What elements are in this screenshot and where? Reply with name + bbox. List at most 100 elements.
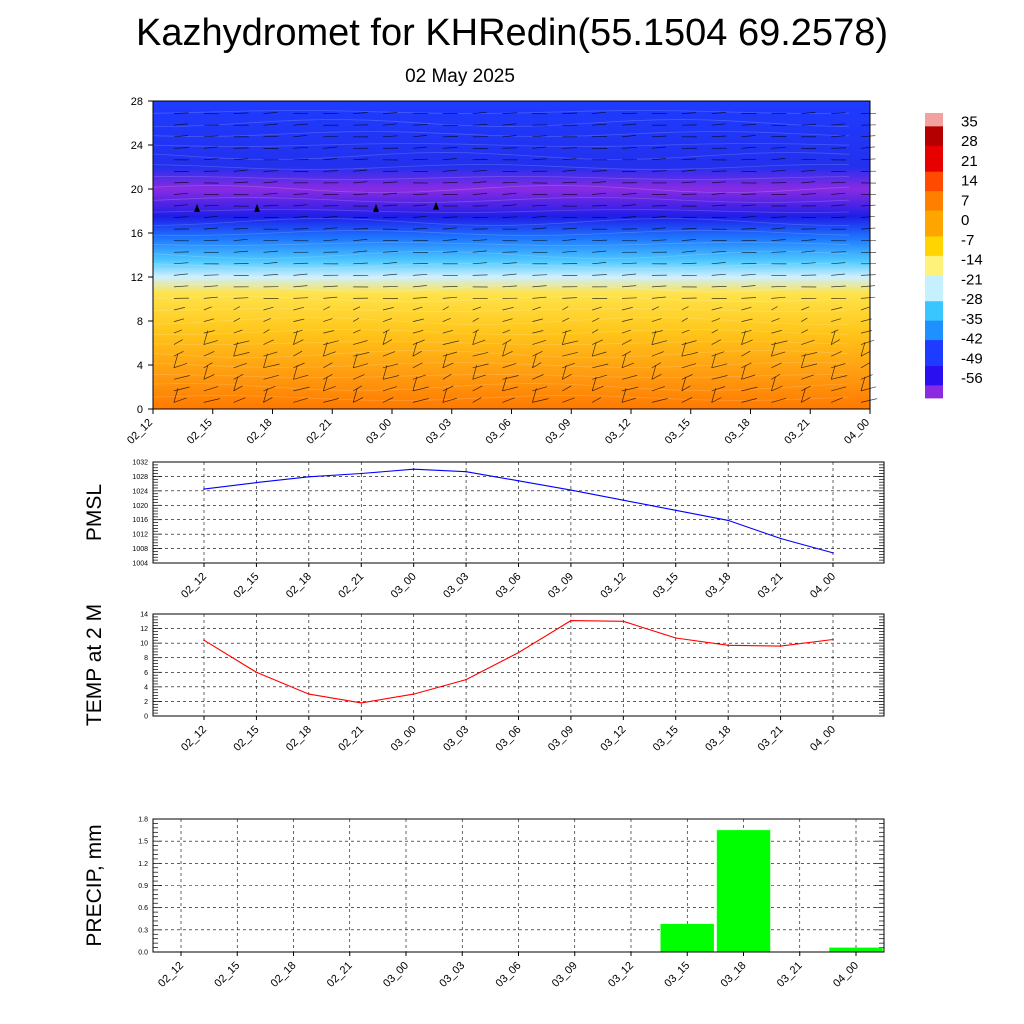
wind-barb bbox=[771, 239, 786, 242]
wind-barb bbox=[502, 204, 517, 207]
wind-barb bbox=[532, 239, 548, 242]
wind-barb bbox=[293, 318, 305, 322]
wind-barb-staff bbox=[860, 376, 866, 391]
wind-barb bbox=[801, 239, 816, 242]
colorbar-label: 14 bbox=[961, 173, 978, 190]
x-tick-label: 02_18 bbox=[269, 960, 299, 990]
x-tick-label: 02_21 bbox=[325, 960, 355, 990]
wind-barb bbox=[592, 123, 607, 126]
wind-barb bbox=[203, 398, 220, 403]
wind-barb bbox=[323, 362, 333, 369]
wind-barb bbox=[502, 386, 518, 392]
wind-barb bbox=[771, 362, 782, 369]
wind-barb-staff bbox=[830, 330, 836, 345]
x-tick-label: 03_03 bbox=[424, 417, 454, 447]
colorbar-swatch bbox=[925, 151, 943, 159]
x-tick-label: 02_18 bbox=[284, 724, 314, 754]
wind-barb-staff bbox=[233, 342, 239, 357]
wind-barb bbox=[233, 158, 248, 161]
wind-barb bbox=[651, 340, 668, 345]
colorbar-label: -14 bbox=[961, 252, 983, 269]
wind-barb bbox=[442, 317, 451, 322]
wind-barb bbox=[382, 123, 398, 126]
y-tick-label: 4 bbox=[137, 360, 143, 372]
wind-barb bbox=[323, 170, 338, 172]
colorbar-swatch bbox=[925, 113, 943, 120]
colorbar-swatch bbox=[925, 307, 943, 315]
wind-barb bbox=[592, 339, 603, 345]
wind-barb bbox=[263, 250, 278, 253]
x-tick-label: 04_00 bbox=[842, 417, 872, 447]
data-point bbox=[412, 468, 415, 471]
wind-barb bbox=[771, 158, 786, 161]
colorbar-label: -35 bbox=[961, 311, 983, 328]
wind-barb bbox=[323, 398, 339, 403]
wind-barb-staff bbox=[681, 376, 687, 391]
wind-barb bbox=[323, 146, 338, 149]
wind-barb bbox=[502, 251, 518, 253]
wind-barb bbox=[801, 385, 811, 392]
colorbar-swatch bbox=[925, 190, 943, 198]
wind-barb bbox=[353, 340, 368, 345]
wind-barb bbox=[382, 339, 393, 345]
wind-barb-staff bbox=[442, 353, 448, 368]
wind-barb bbox=[711, 363, 728, 369]
wind-barb bbox=[293, 204, 308, 207]
wind-barb bbox=[173, 123, 188, 126]
wind-barb bbox=[323, 227, 338, 230]
data-point bbox=[203, 488, 205, 490]
wind-barb bbox=[621, 329, 632, 334]
wind-barb bbox=[681, 158, 697, 161]
wind-barb bbox=[860, 146, 876, 149]
wind-barb bbox=[412, 285, 427, 288]
wind-barb-staff bbox=[741, 365, 746, 380]
wind-barb bbox=[173, 329, 182, 334]
wind-barb bbox=[771, 397, 786, 403]
precip-bar bbox=[716, 830, 771, 952]
x-tick-label: 02_21 bbox=[304, 417, 334, 447]
x-tick-label: 03_18 bbox=[703, 571, 733, 601]
data-point bbox=[779, 645, 782, 647]
wind-barb bbox=[412, 124, 428, 126]
wind-barb bbox=[532, 227, 547, 230]
wind-barb bbox=[472, 317, 479, 322]
heatmap-field bbox=[153, 101, 870, 409]
colorbar-swatch bbox=[925, 138, 943, 146]
temp-panel: 0 2 4 6 8 10 12 14 02_12 02_15 02_18 02_21 03_00 03_0… bbox=[83, 604, 885, 754]
wind-barb bbox=[562, 169, 577, 172]
wind-barb bbox=[681, 340, 697, 345]
wind-barb-staff bbox=[741, 330, 746, 345]
wind-barb bbox=[681, 374, 693, 380]
wind-barb bbox=[263, 306, 274, 311]
wind-barb bbox=[711, 375, 728, 380]
wind-barb bbox=[293, 362, 305, 369]
wind-barb-staff bbox=[561, 330, 567, 345]
wind-barb bbox=[711, 339, 721, 345]
wind-barb bbox=[711, 192, 726, 195]
wind-barb bbox=[562, 147, 578, 149]
x-tick-label: 02_15 bbox=[212, 960, 242, 990]
wind-barb bbox=[532, 274, 548, 276]
contour-line bbox=[152, 230, 850, 236]
wind-barb bbox=[621, 350, 632, 357]
wind-barb bbox=[293, 285, 308, 288]
wind-barb bbox=[203, 374, 215, 380]
wind-barb bbox=[353, 329, 361, 334]
contour-line bbox=[152, 275, 850, 279]
wind-barb bbox=[860, 285, 876, 288]
wind-barb bbox=[651, 216, 667, 218]
wind-barb bbox=[532, 146, 547, 149]
wind-barb bbox=[502, 318, 513, 322]
data-point bbox=[360, 702, 363, 704]
y-tick-label: 1024 bbox=[132, 488, 148, 495]
wind-barb bbox=[472, 239, 488, 242]
wind-barb bbox=[831, 262, 846, 265]
contour-line bbox=[152, 209, 850, 213]
wind-barb bbox=[801, 250, 816, 253]
wind-barb bbox=[502, 329, 511, 334]
wind-barb-staff bbox=[711, 388, 717, 403]
colorbar-label: -56 bbox=[961, 370, 983, 387]
contour-line bbox=[152, 251, 850, 259]
wind-barb bbox=[860, 374, 873, 380]
wind-barb bbox=[442, 397, 457, 403]
